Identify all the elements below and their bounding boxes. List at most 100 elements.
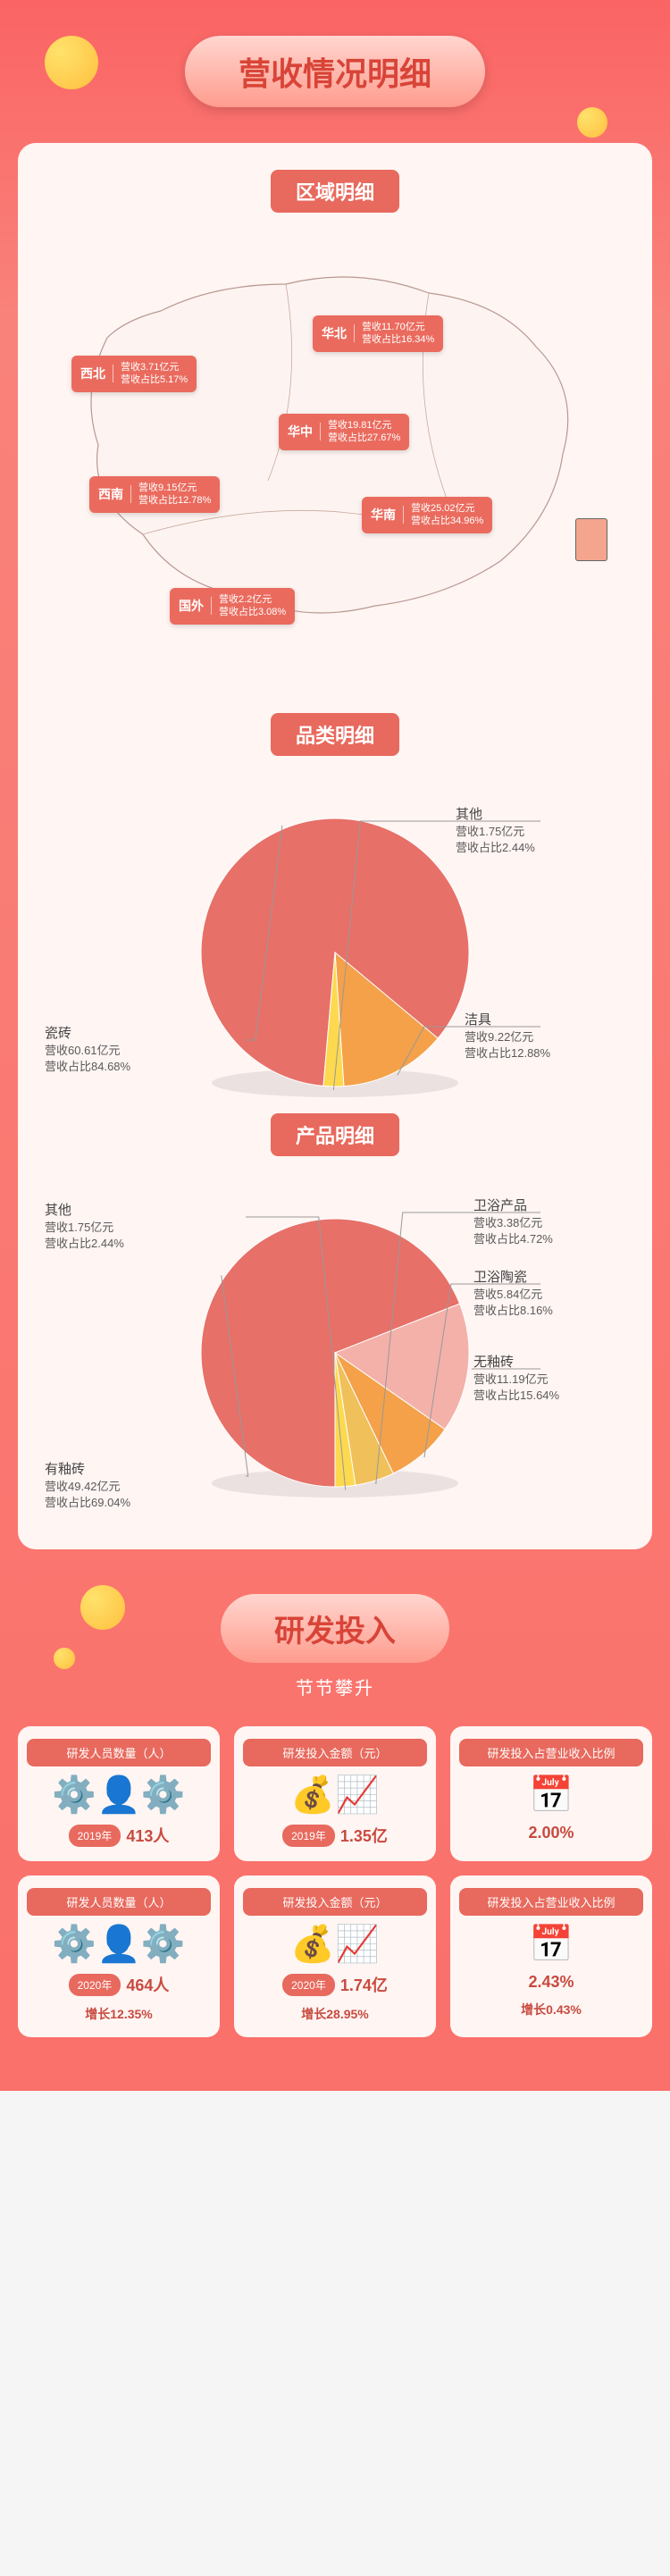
region-name: 西北 <box>80 365 113 382</box>
slice-name: 无釉砖 <box>473 1353 559 1372</box>
region-title: 区域明细 <box>271 170 399 213</box>
slice-rev: 营收1.75亿元 <box>45 1220 124 1236</box>
main-title-badge: 营收情况明细 <box>185 36 485 107</box>
pie-slice-label: 洁具营收9.22亿元营收占比12.88% <box>465 1011 550 1061</box>
mini-inset-map <box>575 518 607 561</box>
region-stats: 营收25.02亿元营收占比34.96% <box>411 502 483 528</box>
deco-circle <box>577 107 607 138</box>
rd-card-icon: 📅 <box>459 1926 643 1962</box>
slice-rev: 营收3.38亿元 <box>473 1215 553 1231</box>
category-title-wrap: 品类明细 <box>36 713 634 756</box>
rd-cards-grid: 研发人员数量（人）⚙️👤⚙️2019年413人研发投入金额（元）💰📈2019年1… <box>0 1708 670 2055</box>
rd-value-row: 2019年1.35亿 <box>282 1824 388 1847</box>
map-region-label: 国外营收2.2亿元营收占比3.08% <box>170 588 295 625</box>
pie-slice-label: 瓷砖营收60.61亿元营收占比84.68% <box>45 1024 130 1075</box>
slice-rev: 营收60.61亿元 <box>45 1043 130 1059</box>
rd-year-badge: 2019年 <box>282 1825 335 1847</box>
region-stats: 营收19.81亿元营收占比27.67% <box>328 419 400 445</box>
region-name: 西南 <box>98 485 131 503</box>
region-name: 国外 <box>179 597 212 615</box>
rd-growth: 增长12.35% <box>27 2005 211 2023</box>
category-pie-title: 品类明细 <box>271 713 399 756</box>
slice-name: 卫浴产品 <box>473 1196 553 1215</box>
slice-pct: 营收占比84.68% <box>45 1059 130 1075</box>
slice-rev: 营收9.22亿元 <box>465 1029 550 1045</box>
rd-value: 464人 <box>126 1973 169 1996</box>
slice-pct: 营收占比8.16% <box>473 1303 553 1319</box>
china-map: 西北营收3.71亿元营收占比5.17% 华北营收11.70亿元营收占比16.34%… <box>36 231 634 695</box>
slice-pct: 营收占比4.72% <box>473 1231 553 1247</box>
rd-value-row: 2020年464人 <box>69 1973 170 1996</box>
rd-value-row: 2019年413人 <box>69 1824 170 1847</box>
map-region-label: 华北营收11.70亿元营收占比16.34% <box>313 315 443 352</box>
rd-card-header: 研发人员数量（人） <box>27 1888 211 1916</box>
region-name: 华北 <box>322 324 355 342</box>
page-root: 营收情况明细 区域明细 西北营收3.71亿元营收占比5.17% 华北营收11.70… <box>0 0 670 2091</box>
rd-year-badge: 2019年 <box>69 1825 121 1847</box>
section-revenue-detail: 区域明细 西北营收3.71亿元营收占比5.17% 华北营收11.70亿元营收占比1… <box>18 143 652 1549</box>
rd-card: 研发投入占营业收入比例 📅 2.00% <box>450 1726 652 1861</box>
region-stats: 营收11.70亿元营收占比16.34% <box>362 321 434 347</box>
pie-slice-label: 卫浴陶瓷营收5.84亿元营收占比8.16% <box>473 1268 553 1319</box>
slice-pct: 营收占比69.04% <box>45 1495 130 1511</box>
rd-year-badge: 2020年 <box>282 1974 335 1996</box>
rd-value: 1.74亿 <box>340 1973 388 1996</box>
rd-value: 2.00% <box>528 1824 574 1842</box>
slice-rev: 营收1.75亿元 <box>456 824 535 840</box>
region-title-wrap: 区域明细 <box>36 170 634 213</box>
slice-pct: 营收占比2.44% <box>45 1236 124 1252</box>
rd-value-row: 2.00% <box>528 1824 574 1842</box>
slice-pct: 营收占比15.64% <box>473 1388 559 1404</box>
rd-subtitle: 节节攀升 <box>0 1674 670 1699</box>
rd-value-row: 2.43% <box>528 1973 574 1992</box>
slice-name: 其他 <box>45 1201 124 1220</box>
map-region-label: 西南营收9.15亿元营收占比12.78% <box>89 476 220 513</box>
region-stats: 营收3.71亿元营收占比5.17% <box>121 361 188 387</box>
category-pie-chart: 瓷砖营收60.61亿元营收占比84.68% 洁具营收9.22亿元营收占比12.88… <box>36 774 634 1113</box>
rd-card-header: 研发投入占营业收入比例 <box>459 1888 643 1916</box>
main-title-wrap: 营收情况明细 <box>0 0 670 125</box>
pie-slice-label: 有釉砖营收49.42亿元营收占比69.04% <box>45 1460 130 1511</box>
rd-growth: 增长28.95% <box>243 2005 427 2023</box>
slice-rev: 营收49.42亿元 <box>45 1479 130 1495</box>
rd-value: 413人 <box>126 1824 169 1847</box>
pie-slice-label: 卫浴产品营收3.38亿元营收占比4.72% <box>473 1196 553 1247</box>
slice-name: 洁具 <box>465 1011 550 1029</box>
region-stats: 营收2.2亿元营收占比3.08% <box>219 593 286 619</box>
slice-pct: 营收占比12.88% <box>465 1045 550 1061</box>
region-stats: 营收9.15亿元营收占比12.78% <box>138 482 211 508</box>
deco-circle <box>54 1648 75 1669</box>
rd-card-header: 研发投入金额（元） <box>243 1739 427 1766</box>
rd-card-icon: 📅 <box>459 1777 643 1813</box>
slice-name: 卫浴陶瓷 <box>473 1268 553 1287</box>
slice-name: 有釉砖 <box>45 1460 130 1479</box>
region-name: 华南 <box>371 506 404 524</box>
slice-name: 瓷砖 <box>45 1024 130 1043</box>
map-region-label: 西北营收3.71亿元营收占比5.17% <box>71 356 197 392</box>
rd-main-title: 研发投入 <box>221 1594 449 1663</box>
rd-card-icon: 💰📈 <box>243 1777 427 1813</box>
china-map-svg <box>36 231 634 695</box>
rd-card: 研发投入金额（元）💰📈2020年1.74亿增长28.95% <box>234 1875 436 2037</box>
rd-card-header: 研发人员数量（人） <box>27 1739 211 1766</box>
rd-card-header: 研发投入占营业收入比例 <box>459 1739 643 1766</box>
rd-growth: 增长0.43% <box>459 2001 643 2018</box>
rd-year-badge: 2020年 <box>69 1974 121 1996</box>
map-region-label: 华南营收25.02亿元营收占比34.96% <box>362 497 492 533</box>
rd-value: 2.43% <box>528 1973 574 1992</box>
pie-slice-label: 其他营收1.75亿元营收占比2.44% <box>456 805 535 856</box>
slice-rev: 营收11.19亿元 <box>473 1372 559 1388</box>
product-pie-chart: 有釉砖营收49.42亿元营收占比69.04% 无釉砖营收11.19亿元营收占比15… <box>36 1174 634 1514</box>
pie-slice-label: 无釉砖营收11.19亿元营收占比15.64% <box>473 1353 559 1404</box>
rd-value-row: 2020年1.74亿 <box>282 1973 388 1996</box>
deco-circle <box>45 36 98 89</box>
rd-card-icon: 💰📈 <box>243 1926 427 1962</box>
rd-card-icon: ⚙️👤⚙️ <box>27 1926 211 1962</box>
slice-pct: 营收占比2.44% <box>456 840 535 856</box>
rd-card-icon: ⚙️👤⚙️ <box>27 1777 211 1813</box>
pie-slice-label: 其他营收1.75亿元营收占比2.44% <box>45 1201 124 1252</box>
slice-name: 其他 <box>456 805 535 824</box>
rd-card: 研发人员数量（人） ⚙️👤⚙️ 2020年464人增长12.35% <box>18 1875 220 2037</box>
region-name: 华中 <box>288 423 321 441</box>
main-title: 营收情况明细 <box>239 48 431 95</box>
